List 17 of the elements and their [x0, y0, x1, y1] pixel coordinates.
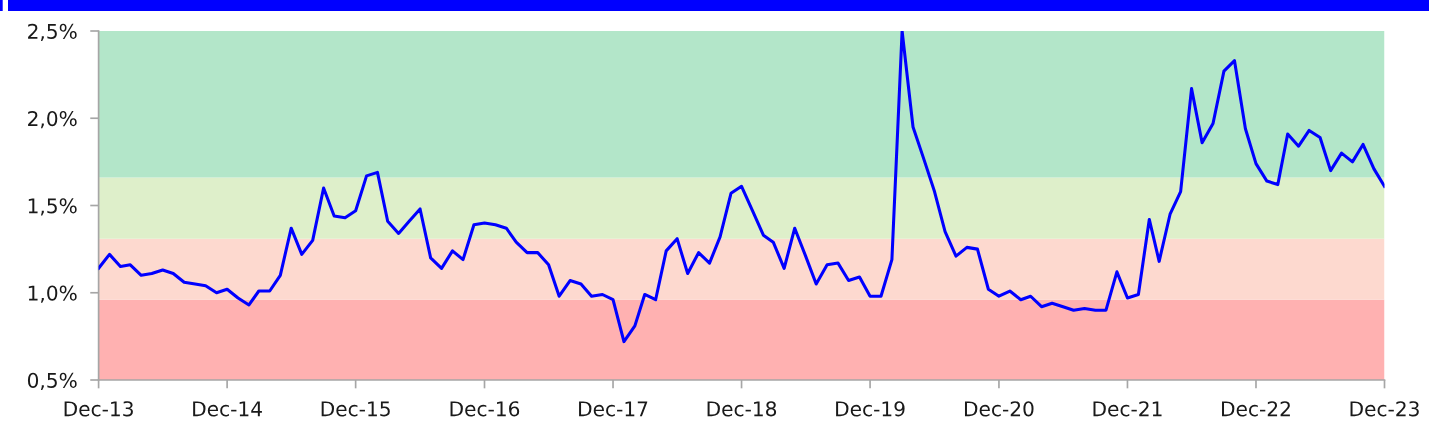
- x-tick-label: Dec-14: [193, 401, 262, 417]
- x-tick-label: Dec-23: [1350, 401, 1419, 417]
- y-tick-label: 2,5%: [28, 23, 77, 41]
- x-tick-label: Dec-15: [321, 401, 390, 417]
- x-tick-label: Dec-22: [1222, 401, 1290, 417]
- y-tick-label: 0,5%: [27, 372, 77, 390]
- line-series: [98, 31, 1385, 344]
- x-tick-label: Dec-16: [450, 401, 520, 417]
- y-tick-label: 1,0%: [28, 285, 77, 303]
- x-tick-label: Dec-13: [64, 401, 133, 417]
- y-tick-label: 1,5%: [28, 198, 77, 216]
- x-tick-label: Dec-21: [1093, 401, 1162, 417]
- y-tick-label: 2,0%: [28, 110, 77, 129]
- x-tick-label: Dec-17: [579, 401, 648, 417]
- x-tick-label: Dec-19: [836, 401, 905, 417]
- x-tick-label: Dec-20: [964, 401, 1034, 417]
- x-tick-label: Dec-18: [707, 401, 777, 417]
